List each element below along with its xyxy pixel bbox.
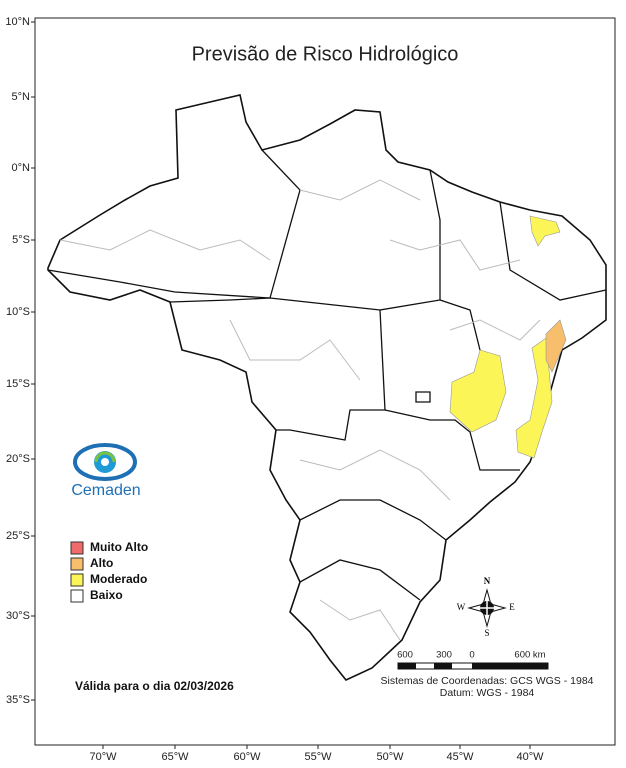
latitude-label: 20°S (6, 453, 30, 465)
latitude-label: 5°N (12, 91, 31, 103)
legend-label: Moderado (90, 572, 147, 586)
legend: Muito Alto Alto Moderado Baixo (70, 540, 148, 603)
state-borders (47, 149, 607, 601)
legend-label: Baixo (90, 588, 123, 602)
moderate-area (529, 215, 561, 247)
scale-labels: 600 300 0 600 km (397, 650, 546, 661)
logo-text: Cemaden (71, 482, 140, 499)
high-area (545, 319, 567, 373)
longitude-label: 55°W (304, 751, 332, 763)
latitude-labels: 10°N 5°N 0°N 5°S 10°S 15°S 20°S 25°S 30°S 35°S (5, 16, 35, 706)
coordinate-system: Sistemas de Coordenadas: GCS WGS - 1984 (380, 675, 593, 687)
latitude-label: 30°S (6, 610, 30, 622)
scale-label: 0 (469, 650, 474, 661)
longitude-labels: 70°W 65°W 60°W 55°W 50°W 45°W 40°W (89, 745, 544, 763)
scale-label: 300 (436, 650, 452, 661)
legend-label: Muito Alto (90, 540, 148, 554)
moderate-area (515, 337, 553, 459)
compass-south: S (484, 628, 489, 638)
scale-label: 600 (397, 650, 413, 661)
latitude-label: 5°S (12, 234, 30, 246)
legend-swatch (70, 541, 84, 555)
legend-label: Alto (90, 556, 113, 570)
compass-west: W (457, 602, 466, 612)
latitude-label: 35°S (6, 694, 30, 706)
logo: Cemaden (71, 443, 141, 499)
latitude-label: 10°S (6, 306, 30, 318)
scale-bar (397, 662, 549, 670)
legend-swatch (70, 589, 84, 603)
latitude-label: 15°S (6, 378, 30, 390)
legend-swatch (70, 573, 84, 587)
latitude-label: 10°N (5, 16, 30, 28)
longitude-label: 65°W (161, 751, 189, 763)
longitude-label: 50°W (376, 751, 404, 763)
legend-swatch (70, 557, 84, 571)
regional-borders (59, 179, 541, 641)
longitude-label: 70°W (89, 751, 117, 763)
scale-label: 600 km (514, 650, 545, 661)
compass-north: N (484, 576, 491, 586)
longitude-label: 40°W (516, 751, 544, 763)
longitude-label: 60°W (233, 751, 261, 763)
datum: Datum: WGS - 1984 (440, 687, 535, 699)
validity-date: Válida para o dia 02/03/2026 (75, 679, 234, 693)
longitude-label: 45°W (446, 751, 474, 763)
compass: N E S W (457, 576, 516, 638)
map-title: Previsão de Risco Hidrológico (192, 43, 459, 65)
latitude-label: 25°S (6, 530, 30, 542)
compass-east: E (509, 602, 515, 612)
moderate-area (449, 349, 507, 433)
latitude-label: 0°N (12, 162, 31, 174)
